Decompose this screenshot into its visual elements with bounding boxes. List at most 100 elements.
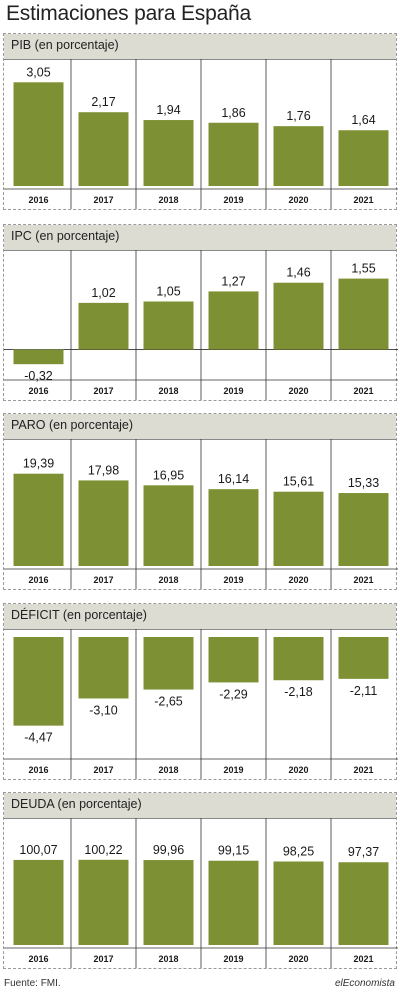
- bar: [78, 112, 129, 186]
- bar: [338, 130, 389, 186]
- paro-chart: 19,39 2016 17,98 2017 16,95 2018 16,14 2019 15,6…: [4, 439, 398, 589]
- category-label: 2018: [158, 195, 178, 205]
- category-label: 2019: [223, 386, 243, 396]
- data-label: 15,61: [283, 475, 314, 489]
- chart-title: DÉFICIT (en porcentaje): [11, 608, 147, 622]
- category-label: 2016: [28, 386, 48, 396]
- category-label: 2019: [223, 195, 243, 205]
- bar: [273, 491, 324, 566]
- category-label: 2016: [28, 195, 48, 205]
- data-label: -4,47: [24, 731, 53, 745]
- bar: [273, 637, 324, 681]
- category-label: 2019: [223, 765, 243, 775]
- chart-header: PARO (en porcentaje): [4, 414, 396, 440]
- category-label: 2020: [288, 195, 308, 205]
- category-label: 2021: [353, 195, 373, 205]
- bar: [13, 82, 64, 186]
- data-label: 1,55: [351, 262, 375, 276]
- bar: [143, 120, 194, 186]
- bar: [208, 291, 259, 350]
- bar: [208, 489, 259, 566]
- bar: [273, 126, 324, 186]
- chart-panel-ipc: IPC (en porcentaje) -0,32 2016 1,02 2017 1,0…: [3, 224, 398, 401]
- source-note: Fuente: FMI.: [4, 978, 61, 989]
- data-label: 1,27: [221, 274, 245, 288]
- data-label: 98,25: [283, 844, 314, 858]
- data-label: 1,05: [156, 284, 180, 298]
- category-label: 2020: [288, 575, 308, 585]
- category-label: 2020: [288, 765, 308, 775]
- bar: [338, 493, 389, 566]
- category-label: 2018: [158, 386, 178, 396]
- data-label: -0,32: [24, 369, 53, 383]
- category-label: 2016: [28, 765, 48, 775]
- chart-panel-deuda: DEUDA (en porcentaje) 100,07 2016 100,22 20…: [3, 792, 398, 969]
- chart-title: PIB (en porcentaje): [11, 38, 119, 52]
- category-label: 2021: [353, 765, 373, 775]
- bar: [143, 637, 194, 690]
- bar: [78, 859, 129, 945]
- category-label: 2016: [28, 954, 48, 964]
- category-label: 2017: [93, 386, 113, 396]
- bar: [78, 302, 129, 350]
- data-label: 97,37: [348, 845, 379, 859]
- bar: [338, 278, 389, 350]
- category-label: 2017: [93, 765, 113, 775]
- data-label: 19,39: [23, 457, 54, 471]
- data-label: -2,18: [284, 685, 313, 699]
- chart-header: DEUDA (en porcentaje): [4, 793, 396, 819]
- category-label: 2017: [93, 954, 113, 964]
- data-label: -2,29: [219, 687, 248, 701]
- category-label: 2018: [158, 575, 178, 585]
- bar: [143, 485, 194, 566]
- category-label: 2017: [93, 575, 113, 585]
- data-label: 99,96: [153, 843, 184, 857]
- data-label: 16,95: [153, 468, 184, 482]
- page-title: Estimaciones para España: [6, 2, 252, 25]
- category-label: 2021: [353, 575, 373, 585]
- category-label: 2018: [158, 765, 178, 775]
- bar: [273, 282, 324, 350]
- bar: [338, 862, 389, 945]
- bar: [208, 122, 259, 186]
- data-label: 2,17: [91, 95, 115, 109]
- pib-chart: 3,05 2016 2,17 2017 1,94 2018 1,86 2019 1,76 2020…: [4, 59, 398, 209]
- data-label: 1,02: [91, 286, 115, 300]
- category-label: 2017: [93, 195, 113, 205]
- chart-header: IPC (en porcentaje): [4, 225, 396, 251]
- chart-panel-pib: PIB (en porcentaje) 3,05 2016 2,17 2017 1,94…: [3, 33, 398, 210]
- bar: [208, 860, 259, 945]
- chart-title: PARO (en porcentaje): [11, 418, 134, 432]
- data-label: 15,33: [348, 476, 379, 490]
- category-label: 2018: [158, 954, 178, 964]
- deuda-chart: 100,07 2016 100,22 2017 99,96 2018 99,15 2019 98…: [4, 818, 398, 968]
- category-label: 2019: [223, 575, 243, 585]
- data-label: 17,98: [88, 463, 119, 477]
- data-label: 99,15: [218, 844, 249, 858]
- chart-header: PIB (en porcentaje): [4, 34, 396, 60]
- brand-logo: elEconomista: [334, 978, 395, 989]
- category-label: 2021: [353, 386, 373, 396]
- category-label: 2021: [353, 954, 373, 964]
- data-label: 3,05: [26, 65, 50, 79]
- bar: [13, 859, 64, 945]
- data-label: 100,07: [19, 843, 57, 857]
- data-label: 1,76: [286, 109, 310, 123]
- bar: [143, 301, 194, 350]
- ipc-chart: -0,32 2016 1,02 2017 1,05 2018 1,27 2019 1,46 202…: [4, 250, 398, 400]
- data-label: -2,11: [350, 684, 378, 698]
- chart-panel-deficit: DÉFICIT (en porcentaje) -4,47 2016 -3,10 20…: [3, 603, 398, 780]
- bar: [208, 637, 259, 683]
- bar: [273, 861, 324, 945]
- data-label: 1,94: [156, 103, 180, 117]
- category-label: 2019: [223, 954, 243, 964]
- data-label: 100,22: [84, 843, 122, 857]
- category-label: 2016: [28, 575, 48, 585]
- bar: [78, 480, 129, 566]
- data-label: -3,10: [89, 703, 118, 717]
- bar: [13, 473, 64, 566]
- data-label: 1,46: [286, 266, 310, 280]
- bar: [13, 637, 64, 726]
- category-label: 2020: [288, 386, 308, 396]
- bar: [338, 637, 389, 679]
